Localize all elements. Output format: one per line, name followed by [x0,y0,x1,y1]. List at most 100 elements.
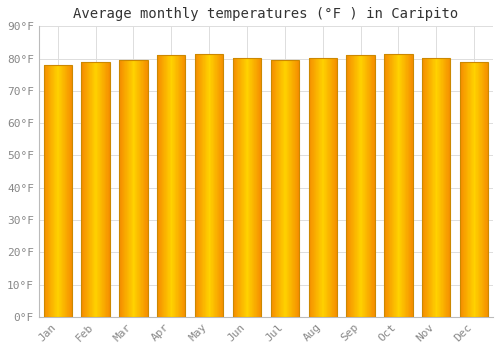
Bar [206,54,207,317]
Bar [484,62,485,317]
Bar [483,62,484,317]
Bar [285,60,286,317]
Bar [125,60,126,317]
Bar [139,60,140,317]
Bar [157,55,158,317]
Bar [235,58,236,317]
Bar [298,60,299,317]
Bar [325,58,326,317]
Bar [170,55,172,317]
Bar [86,62,87,317]
Bar [219,54,220,317]
Bar [174,55,176,317]
Bar [236,58,237,317]
Bar [399,54,400,317]
Bar [293,60,294,317]
Bar [98,62,99,317]
Bar [369,55,370,317]
Bar [260,58,261,317]
Bar [273,60,274,317]
Bar [119,60,120,317]
Bar [270,60,299,317]
Bar [441,58,442,317]
Bar [468,62,469,317]
Bar [138,60,139,317]
Bar [183,55,184,317]
Bar [145,60,146,317]
Bar [64,65,65,317]
Bar [402,54,403,317]
Bar [92,62,94,317]
Bar [124,60,125,317]
Bar [216,54,217,317]
Bar [363,55,364,317]
Bar [244,58,246,317]
Bar [334,58,335,317]
Bar [66,65,67,317]
Bar [392,54,394,317]
Bar [94,62,95,317]
Bar [278,60,279,317]
Bar [121,60,122,317]
Bar [276,60,277,317]
Bar [241,58,242,317]
Bar [429,58,430,317]
Bar [223,54,224,317]
Bar [103,62,104,317]
Bar [322,58,324,317]
Bar [400,54,402,317]
Bar [431,58,432,317]
Bar [169,55,170,317]
Bar [90,62,91,317]
Bar [168,55,169,317]
Bar [371,55,372,317]
Bar [359,55,360,317]
Bar [394,54,395,317]
Bar [63,65,64,317]
Bar [282,60,283,317]
Bar [89,62,90,317]
Bar [308,58,309,317]
Bar [256,58,257,317]
Bar [119,60,148,317]
Bar [346,55,347,317]
Bar [351,55,352,317]
Bar [102,62,103,317]
Bar [480,62,481,317]
Bar [185,55,186,317]
Bar [208,54,209,317]
Bar [355,55,356,317]
Bar [140,60,141,317]
Bar [108,62,109,317]
Bar [487,62,488,317]
Bar [205,54,206,317]
Bar [45,65,46,317]
Bar [360,55,361,317]
Bar [472,62,473,317]
Bar [477,62,478,317]
Bar [100,62,102,317]
Bar [128,60,129,317]
Bar [173,55,174,317]
Bar [87,62,88,317]
Bar [385,54,386,317]
Bar [165,55,166,317]
Bar [445,58,446,317]
Bar [411,54,412,317]
Bar [428,58,429,317]
Bar [172,55,173,317]
Bar [422,58,423,317]
Bar [291,60,292,317]
Bar [310,58,311,317]
Bar [279,60,280,317]
Bar [184,55,185,317]
Bar [215,54,216,317]
Bar [443,58,444,317]
Bar [309,58,310,317]
Bar [364,55,365,317]
Bar [321,58,322,317]
Bar [406,54,407,317]
Bar [137,60,138,317]
Bar [213,54,214,317]
Bar [356,55,357,317]
